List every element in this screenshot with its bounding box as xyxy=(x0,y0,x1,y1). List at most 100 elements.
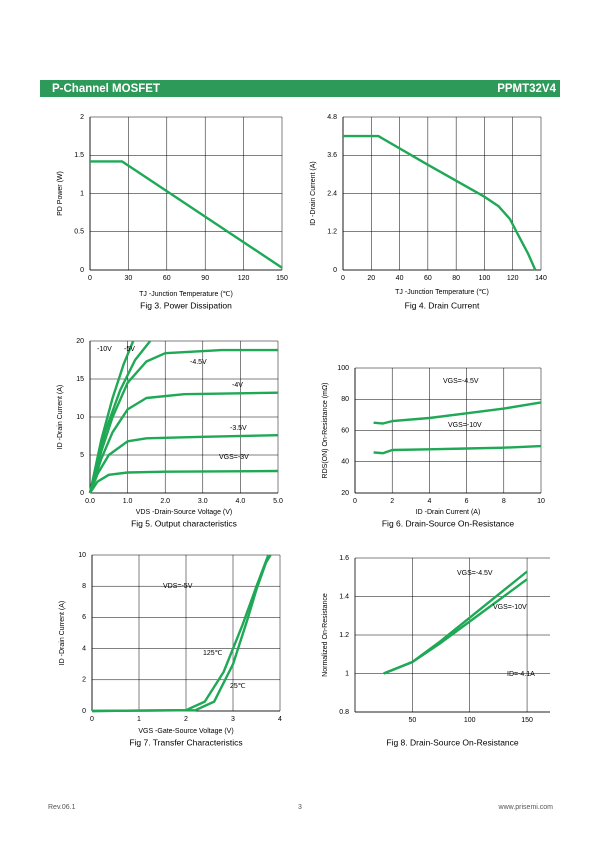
y-tick-label: 40 xyxy=(341,459,349,466)
x-tick-label: 120 xyxy=(238,275,250,282)
y-tick-label: 80 xyxy=(341,396,349,403)
y-tick-label: 2 xyxy=(82,677,86,684)
x-tick-label: 0.0 xyxy=(85,498,95,505)
x-tick-label: 2 xyxy=(184,716,188,723)
y-tick-label: 20 xyxy=(341,490,349,497)
curve-label: -3.5V xyxy=(230,425,247,432)
curve-label: VGS=-10V xyxy=(493,604,527,611)
chart-title: Fig 6. Drain-Source On-Resistance xyxy=(382,518,515,528)
y-tick-label: 2.4 xyxy=(327,190,337,197)
chart-title: Fig 5. Output characteristics xyxy=(131,518,237,528)
y-tick-label: 1.4 xyxy=(339,593,349,600)
y-tick-label: 6 xyxy=(82,614,86,621)
y-tick-label: 10 xyxy=(76,414,84,421)
curve xyxy=(90,160,283,269)
x-tick-label: 4 xyxy=(427,498,431,505)
curve xyxy=(88,469,279,494)
x-axis-label: VDS -Drain-Source Voltage (V) xyxy=(136,509,232,516)
y-tick-label: 0 xyxy=(82,708,86,715)
header-part: PPMT32V4 xyxy=(497,83,556,95)
header-bar xyxy=(40,80,560,97)
curve xyxy=(88,348,278,494)
y-axis-label: ID -Drain Current (A) xyxy=(57,385,64,450)
chart-title: Fig 7. Transfer Characteristics xyxy=(129,737,242,747)
y-tick-label: 0.8 xyxy=(339,709,349,716)
y-tick-label: 0.5 xyxy=(74,229,84,236)
x-tick-label: 4.0 xyxy=(236,498,246,505)
x-tick-label: 8 xyxy=(502,498,506,505)
x-tick-label: 4 xyxy=(278,716,282,723)
y-axis-label: ID -Drain Current (A) xyxy=(310,161,317,226)
curve xyxy=(373,401,542,425)
annotation: ID=-4.1A xyxy=(507,671,535,678)
curve-label: 125℃ xyxy=(203,650,223,657)
curve xyxy=(88,434,279,494)
y-tick-label: 10 xyxy=(78,552,86,559)
y-axis-label: Normalized On-Resistance xyxy=(322,593,329,677)
y-tick-label: 2 xyxy=(80,114,84,121)
y-tick-label: 5 xyxy=(80,452,84,459)
curve-label: VGS=-10V xyxy=(448,422,482,429)
curve-label: -10V xyxy=(97,346,112,353)
x-tick-label: 120 xyxy=(507,275,519,282)
curve xyxy=(383,578,528,675)
footer-page: 3 xyxy=(298,804,302,811)
y-tick-label: 3.6 xyxy=(327,152,337,159)
y-tick-label: 1.6 xyxy=(339,555,349,562)
x-tick-label: 80 xyxy=(452,275,460,282)
x-tick-label: 6 xyxy=(465,498,469,505)
x-axis-label: TJ -Junction Temperature (℃) xyxy=(139,291,233,298)
curve xyxy=(88,391,279,494)
x-tick-label: 90 xyxy=(201,275,209,282)
curve-label: -4.5V xyxy=(190,359,207,366)
footer-site: www.prisemi.com xyxy=(498,804,554,811)
y-tick-label: 20 xyxy=(76,338,84,345)
x-axis-label: TJ -Junction Temperature (℃) xyxy=(395,289,489,296)
y-tick-label: 8 xyxy=(82,583,86,590)
y-tick-label: 1.2 xyxy=(339,632,349,639)
x-axis-label: VGS -Gate-Source Voltage (V) xyxy=(138,728,233,735)
y-axis-label: RDS(ON) On-Resistance (mΩ) xyxy=(322,383,329,479)
curve-label: -5V xyxy=(124,346,135,353)
curve xyxy=(91,554,272,713)
y-tick-label: 60 xyxy=(341,427,349,434)
x-tick-label: 2.0 xyxy=(160,498,170,505)
curve-label: VGS=-4.5V xyxy=(443,378,479,385)
x-tick-label: 40 xyxy=(396,275,404,282)
annotation: VDS=-5V xyxy=(163,583,193,590)
curve xyxy=(373,444,542,455)
x-tick-label: 140 xyxy=(535,275,547,282)
curve xyxy=(383,570,528,675)
x-tick-label: 150 xyxy=(521,717,533,724)
curve-label: VGS=-3V xyxy=(219,454,249,461)
curve-label: 25℃ xyxy=(230,683,246,690)
y-tick-label: 4 xyxy=(82,645,86,652)
y-tick-label: 0 xyxy=(333,267,337,274)
y-tick-label: 15 xyxy=(76,376,84,383)
y-tick-label: 0 xyxy=(80,267,84,274)
x-tick-label: 0 xyxy=(353,498,357,505)
x-tick-label: 100 xyxy=(464,717,476,724)
x-tick-label: 60 xyxy=(424,275,432,282)
footer-rev: Rev.06.1 xyxy=(48,804,76,811)
x-tick-label: 1 xyxy=(137,716,141,723)
y-tick-label: 0 xyxy=(80,490,84,497)
y-tick-label: 1 xyxy=(345,670,349,677)
x-tick-label: 3.0 xyxy=(198,498,208,505)
x-axis-label: ID -Drain Current (A) xyxy=(416,509,481,516)
x-tick-label: 0 xyxy=(90,716,94,723)
x-tick-label: 5.0 xyxy=(273,498,283,505)
chart-title: Fig 8. Drain-Source On-Resistance xyxy=(386,737,519,747)
x-tick-label: 30 xyxy=(125,275,133,282)
curve-label: VGS=-4.5V xyxy=(457,570,493,577)
curve xyxy=(343,134,537,271)
x-tick-label: 0 xyxy=(341,275,345,282)
x-tick-label: 0 xyxy=(88,275,92,282)
y-tick-label: 1.2 xyxy=(327,229,337,236)
chart-title: Fig 3. Power Dissipation xyxy=(140,300,232,310)
x-tick-label: 10 xyxy=(537,498,545,505)
x-tick-label: 100 xyxy=(479,275,491,282)
y-axis-label: PD Power (W) xyxy=(57,171,64,216)
x-tick-label: 50 xyxy=(408,717,416,724)
